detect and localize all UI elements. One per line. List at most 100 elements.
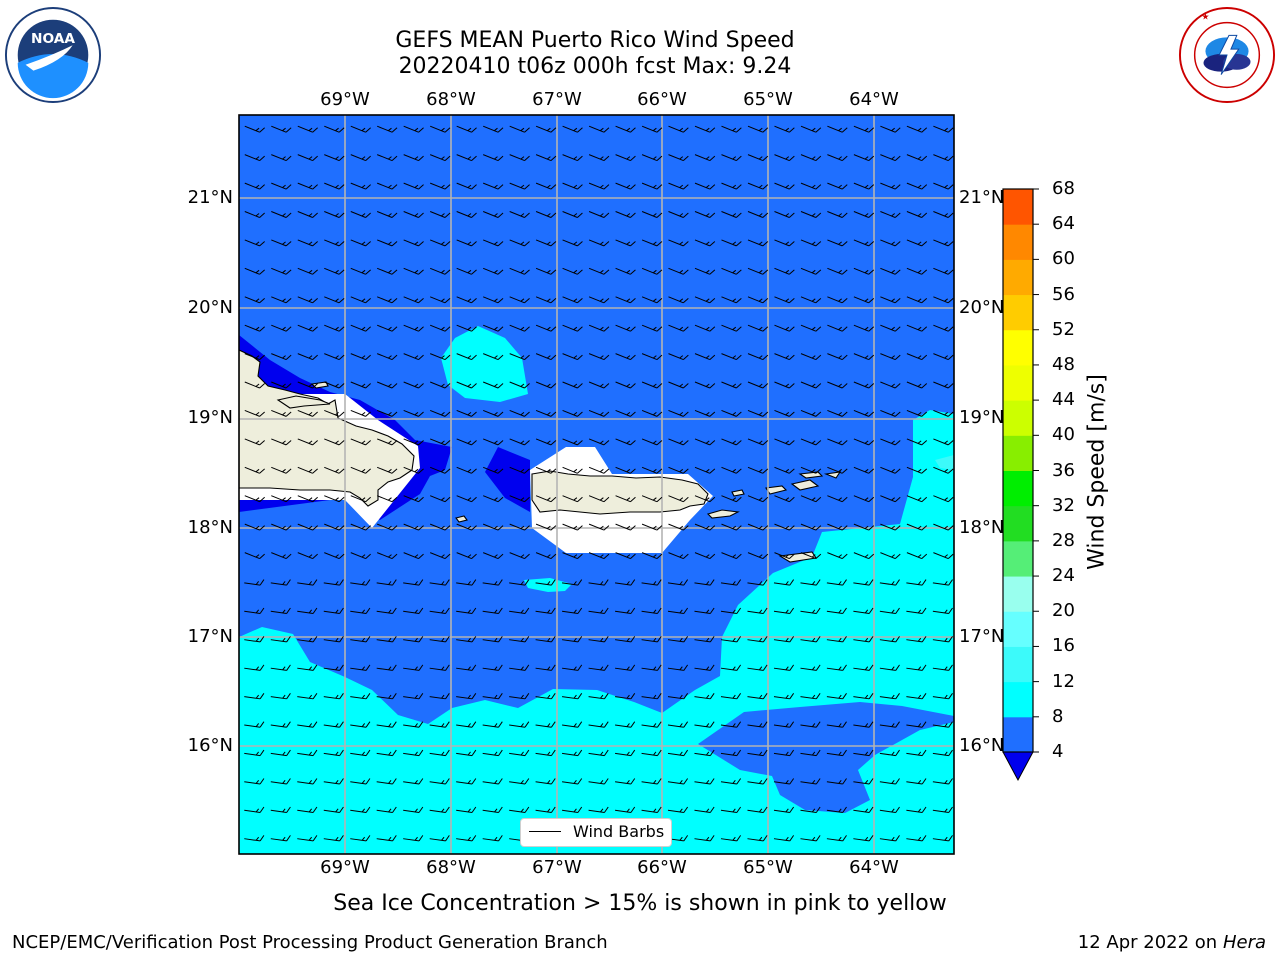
wind-barb xyxy=(827,523,848,531)
wind-barb xyxy=(641,154,663,162)
wind-barb xyxy=(244,664,265,671)
wind-barb xyxy=(641,239,663,247)
wind-barb xyxy=(323,579,344,586)
wind-barb xyxy=(509,579,530,586)
wind-barb xyxy=(271,154,292,162)
wind-barb xyxy=(827,466,848,474)
wind-barb xyxy=(429,721,450,728)
wind-barb xyxy=(403,806,424,814)
wind-barb xyxy=(562,267,583,275)
wind-barb xyxy=(429,267,451,275)
wind-barb xyxy=(694,381,716,389)
wind-barb xyxy=(747,154,769,162)
wind-barb xyxy=(562,579,583,586)
wind-barb xyxy=(694,324,716,332)
lon-label-bottom-68w: 68°W xyxy=(426,857,476,878)
wind-barb xyxy=(720,806,742,814)
wind-barb xyxy=(429,409,451,417)
wind-barb xyxy=(641,409,663,417)
wind-barb xyxy=(270,636,291,643)
wind-barb xyxy=(588,664,609,671)
wind-barb xyxy=(244,523,265,531)
wind-barb xyxy=(456,636,477,643)
wind-barb xyxy=(403,721,424,728)
wind-barb xyxy=(694,495,716,503)
wind-barb xyxy=(800,239,822,247)
wind-barb xyxy=(270,693,291,700)
lon-label-bottom-65w: 65°W xyxy=(743,857,793,878)
wind-barb xyxy=(403,579,424,586)
wind-barb xyxy=(694,239,716,247)
wind-barb xyxy=(244,552,265,560)
wind-barb xyxy=(880,267,901,275)
wind-barb xyxy=(668,211,689,218)
wind-barb xyxy=(932,693,953,700)
wind-barb xyxy=(297,693,318,700)
wind-barb xyxy=(456,182,477,190)
wind-barb xyxy=(562,409,583,417)
wind-barb xyxy=(933,154,954,162)
wind-barb xyxy=(350,693,371,700)
wind-barb xyxy=(429,125,451,133)
wind-barb xyxy=(721,239,742,247)
wind-barb xyxy=(668,296,689,304)
colorbar-bin xyxy=(1003,400,1033,436)
wind-barb xyxy=(403,154,424,162)
wind-barb xyxy=(324,125,345,133)
wind-barb xyxy=(271,438,292,446)
wind-barb xyxy=(244,324,265,332)
wind-barb xyxy=(800,324,822,332)
wind-barb xyxy=(482,749,503,757)
wind-barb xyxy=(562,353,583,361)
wind-barb xyxy=(429,778,450,785)
wind-barb xyxy=(906,438,928,446)
wind-barb xyxy=(509,239,530,247)
wind-barb xyxy=(853,579,874,586)
wind-barb xyxy=(271,381,292,389)
wind-barb xyxy=(456,552,477,560)
wind-barb xyxy=(482,409,504,417)
wind-barb xyxy=(429,324,451,332)
wind-barb xyxy=(853,125,875,133)
wind-barb xyxy=(482,466,504,474)
wind-barb xyxy=(747,835,768,842)
wind-barb xyxy=(668,267,689,275)
wind-barb xyxy=(456,523,477,531)
wind-barb xyxy=(720,636,742,643)
wind-barb xyxy=(747,466,769,474)
wind-barb xyxy=(297,409,318,417)
wind-barb xyxy=(879,778,900,785)
wind-barb xyxy=(376,607,397,615)
lat-label-left-18n: 18°N xyxy=(187,517,233,538)
wind-barb xyxy=(615,296,636,304)
wind-barb xyxy=(933,381,954,389)
wind-barb xyxy=(668,381,689,389)
wind-field-4-8-patch xyxy=(698,702,954,813)
wind-barb xyxy=(482,806,503,814)
wind-barb xyxy=(800,353,822,361)
wind-barb xyxy=(562,466,583,474)
lat-label-left-19n: 19°N xyxy=(187,407,233,428)
wind-barb xyxy=(456,381,477,389)
wind-barb xyxy=(323,835,344,842)
wind-barb xyxy=(641,324,663,332)
wind-barb xyxy=(535,749,556,757)
wind-barb xyxy=(827,154,848,162)
wind-barb xyxy=(324,154,345,162)
wind-barb xyxy=(853,211,875,218)
wind-barb xyxy=(906,296,928,304)
wind-barb xyxy=(853,607,874,615)
wind-barb xyxy=(588,381,610,389)
wind-barb xyxy=(509,552,530,560)
wind-barb xyxy=(906,409,928,417)
wind-barb xyxy=(429,749,450,757)
wind-barb xyxy=(535,409,557,417)
noaa-logo: NOAA xyxy=(4,6,102,104)
hispaniola-land xyxy=(239,349,415,507)
wind-barb xyxy=(535,721,556,728)
lat-label-left-21n: 21°N xyxy=(187,187,233,208)
wind-barb xyxy=(482,353,504,361)
wind-barb xyxy=(376,664,397,671)
lat-label-left-20n: 20°N xyxy=(187,297,233,318)
wind-barb xyxy=(297,125,318,133)
